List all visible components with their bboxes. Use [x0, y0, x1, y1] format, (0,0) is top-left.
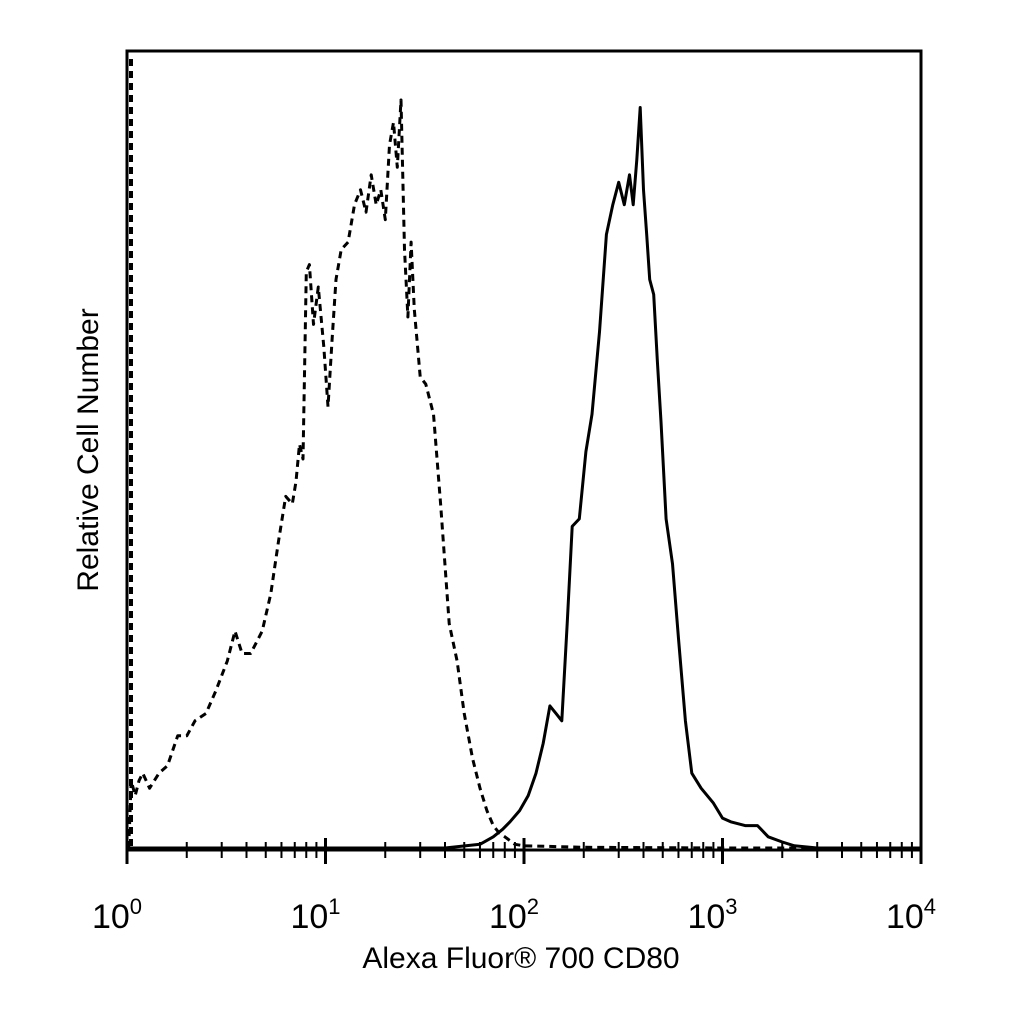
- x-tick-label: 104: [886, 894, 936, 936]
- x-tick-label-base: 10: [290, 898, 328, 936]
- x-tick-label-base: 10: [489, 898, 527, 936]
- major-ticks: [125, 838, 923, 864]
- x-tick-labels: 100 101 102 103 104: [92, 894, 936, 936]
- series-layer: [127, 59, 921, 850]
- x-tick-label-base: 10: [886, 898, 924, 936]
- x-tick-label-base: 10: [92, 898, 130, 936]
- x-tick-label: 101: [290, 894, 340, 936]
- x-tick-label-base: 10: [687, 898, 725, 936]
- x-tick-label-exponent: 2: [527, 894, 539, 919]
- x-tick-label-exponent: 3: [725, 894, 737, 919]
- x-tick-label: 100: [92, 894, 142, 936]
- x-tick-label-exponent: 1: [328, 894, 340, 919]
- x-tick-label: 103: [687, 894, 737, 936]
- x-axis-label: Alexa Fluor® 700 CD80: [362, 942, 679, 975]
- plot-frame: [125, 49, 923, 852]
- x-tick-label-exponent: 0: [130, 894, 142, 919]
- y-axis-label: Relative Cell Number: [72, 308, 105, 591]
- series-line-solid: [127, 106, 921, 850]
- x-tick-label-exponent: 4: [924, 894, 936, 919]
- x-tick-label: 102: [489, 894, 539, 936]
- series-line-dashed: [127, 98, 921, 850]
